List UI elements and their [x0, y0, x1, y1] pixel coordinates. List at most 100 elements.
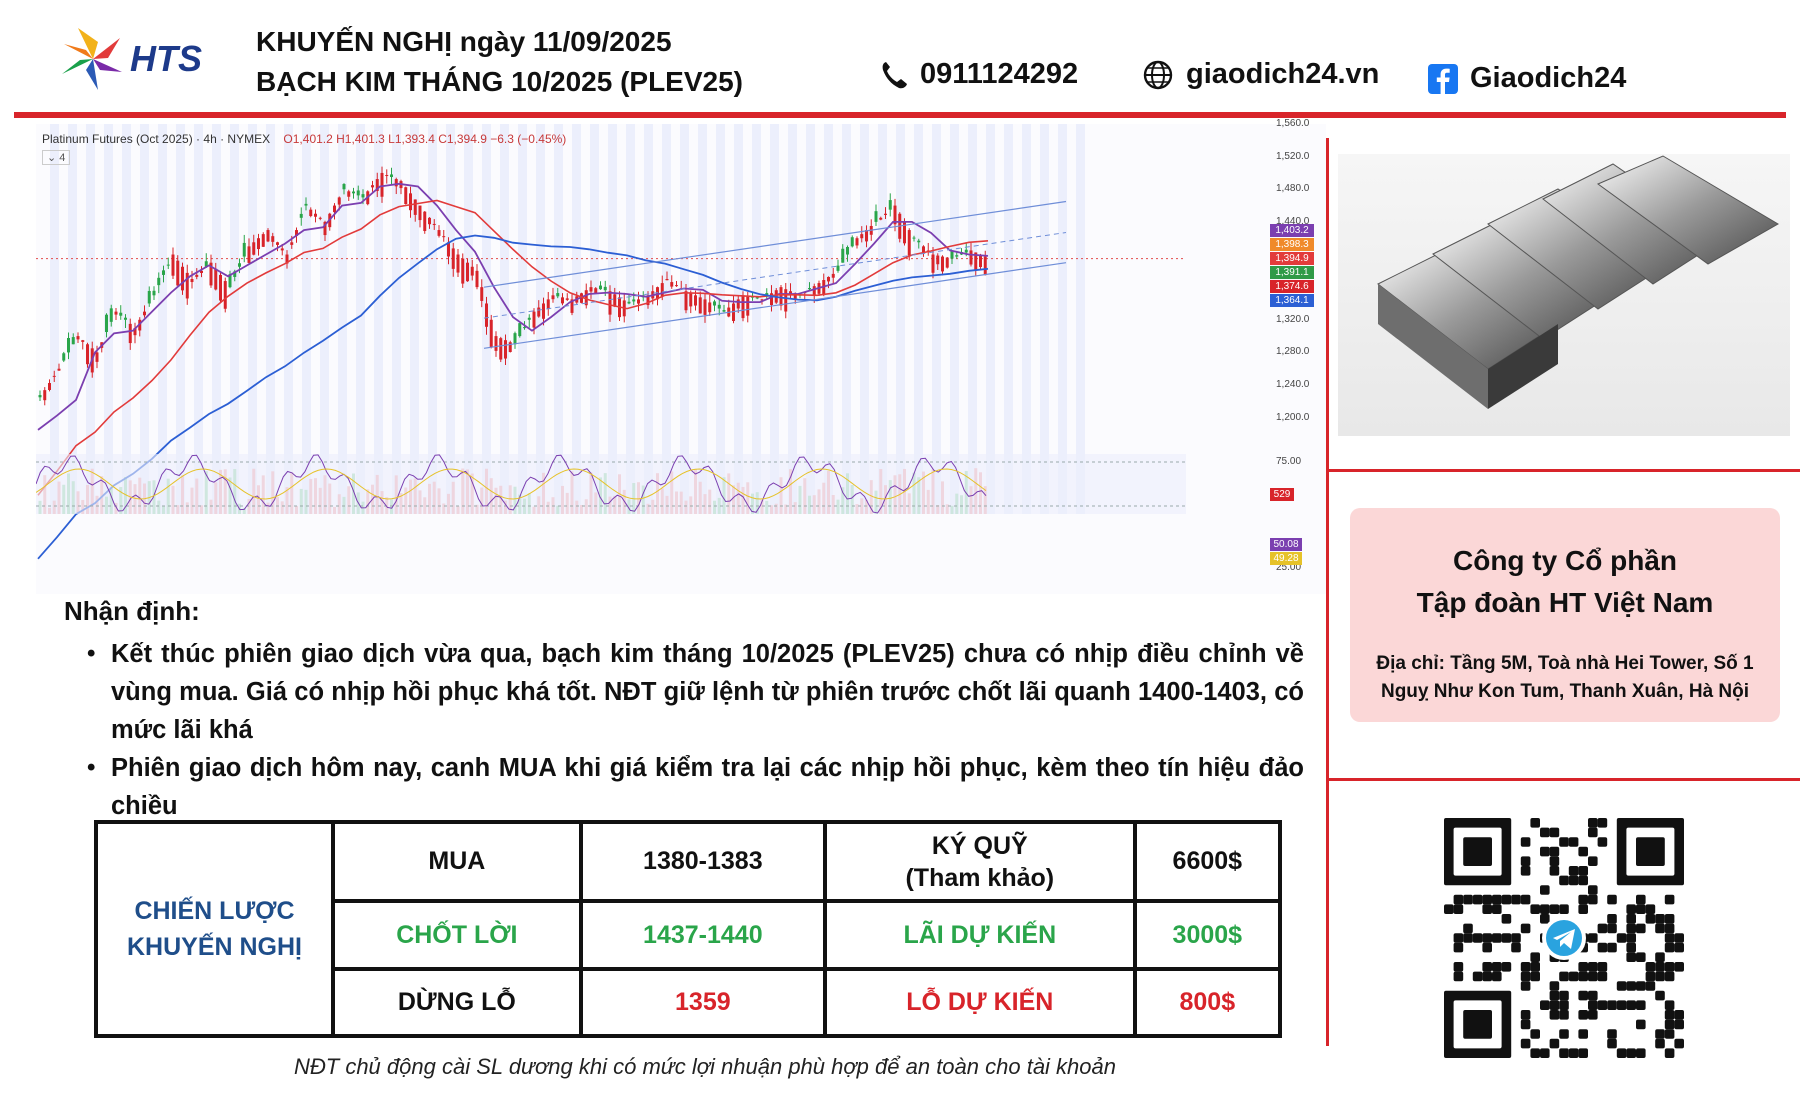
qr-module	[1578, 962, 1588, 972]
buy-value: 1380-1383	[578, 819, 827, 904]
qr-module	[1549, 981, 1560, 991]
candle-body	[865, 230, 868, 242]
qr-module	[1674, 1038, 1684, 1049]
qr-module	[1568, 971, 1579, 982]
candle-body	[86, 344, 89, 365]
qr-module	[1588, 818, 1598, 828]
candle-body	[442, 236, 446, 238]
session-band	[86, 124, 95, 514]
qr-module	[1674, 1010, 1684, 1020]
candle-body	[409, 193, 412, 211]
candle-body	[499, 338, 503, 360]
qr-module	[1636, 1048, 1646, 1058]
candle-body	[143, 311, 146, 316]
qr-module	[1588, 1010, 1598, 1020]
session-band	[914, 124, 923, 514]
qr-module	[1626, 914, 1636, 924]
candle-body	[717, 304, 721, 309]
website-link[interactable]: giaodich24.vn	[1142, 58, 1379, 91]
candle-body	[793, 293, 797, 299]
qr-module	[1530, 1029, 1540, 1039]
session-band	[50, 124, 59, 514]
qr-module	[1530, 952, 1540, 962]
candle-body	[375, 179, 379, 192]
candle-body	[722, 310, 726, 312]
qr-module	[1616, 1000, 1627, 1010]
candle-body	[485, 303, 488, 327]
margin-label-line1: KÝ QUỸ	[931, 831, 1028, 860]
indicator-count: 4	[59, 152, 66, 164]
qr-module	[1645, 971, 1656, 982]
candle-body	[261, 234, 265, 247]
candle-body	[257, 238, 260, 250]
candle-body	[494, 336, 498, 351]
qr-module	[1578, 990, 1588, 1001]
company-name-line2: Tập đoàn HT Việt Nam	[1416, 587, 1714, 618]
rsi-panel	[36, 454, 1186, 514]
qr-module	[1626, 952, 1636, 962]
candle-body	[200, 270, 203, 273]
qr-module	[1597, 942, 1608, 953]
stop-loss-value: 1359	[578, 966, 827, 1039]
price-tag: 1,398.3	[1270, 238, 1314, 251]
candle-body	[371, 185, 374, 188]
qr-module	[1588, 933, 1598, 943]
qr-module	[1549, 866, 1560, 876]
channel-upper	[483, 200, 1067, 288]
qr-module	[1520, 856, 1531, 866]
candle-body	[812, 286, 816, 296]
candle-body	[147, 290, 151, 304]
session-band	[788, 124, 797, 514]
telegram-qr-code[interactable]	[1444, 818, 1684, 1058]
qr-module	[1520, 837, 1531, 847]
ma-red-line	[37, 199, 989, 496]
candle-body	[252, 242, 256, 255]
phone-number: 0911124292	[920, 58, 1079, 90]
facebook-link[interactable]: Giaodich24	[1428, 62, 1626, 95]
phone-contact[interactable]: 0911124292	[880, 58, 1078, 91]
indicator-toggle[interactable]: ⌄ 4	[42, 150, 71, 165]
candle-body	[162, 270, 165, 275]
qr-module	[1511, 894, 1521, 905]
qr-module	[1636, 1000, 1646, 1010]
footnote: NĐT chủ động cài SL dương khi có mức lợi…	[294, 1054, 1116, 1079]
qr-module	[1492, 933, 1502, 943]
candle-body	[295, 230, 298, 236]
candle-body	[333, 205, 336, 213]
candle-body	[713, 301, 716, 306]
qr-module	[1607, 1029, 1617, 1039]
qr-module	[1578, 846, 1588, 857]
candle-body	[874, 211, 878, 222]
lead-line2: KHUYẾN NGHỊ	[126, 933, 302, 961]
candle-body	[214, 268, 218, 290]
candle-body	[518, 323, 522, 337]
qr-module	[1549, 904, 1560, 914]
candle-body	[342, 184, 346, 190]
qr-module	[1626, 933, 1636, 943]
candle-body	[475, 270, 479, 288]
qr-module	[1578, 1010, 1588, 1020]
qr-module	[1444, 904, 1454, 914]
session-band	[428, 124, 437, 514]
price-tag: 1,394.9	[1270, 252, 1314, 265]
candle-body	[941, 256, 944, 272]
candle-body	[38, 395, 42, 398]
session-band	[446, 124, 455, 514]
candle-body	[594, 288, 598, 294]
qr-module	[1616, 981, 1627, 991]
candle-body	[537, 307, 541, 317]
candle-body	[893, 205, 897, 225]
rsi-axis-label: 75.00	[1276, 456, 1302, 467]
expected-profit-label: LÃI DỰ KIẾN	[822, 899, 1137, 971]
qr-module	[1520, 962, 1531, 972]
candle-body	[157, 277, 161, 286]
candle-body	[43, 390, 47, 401]
candle-body	[394, 179, 398, 187]
candle-body	[912, 237, 916, 239]
session-band	[212, 124, 221, 514]
price-chart[interactable]: Platinum Futures (Oct 2025) · 4h · NYMEX…	[36, 118, 1326, 594]
candle-body	[504, 340, 507, 359]
candle-body	[599, 285, 602, 290]
candle-body	[732, 303, 735, 321]
lead-line1: CHIẾN LƯỢC	[134, 897, 295, 925]
